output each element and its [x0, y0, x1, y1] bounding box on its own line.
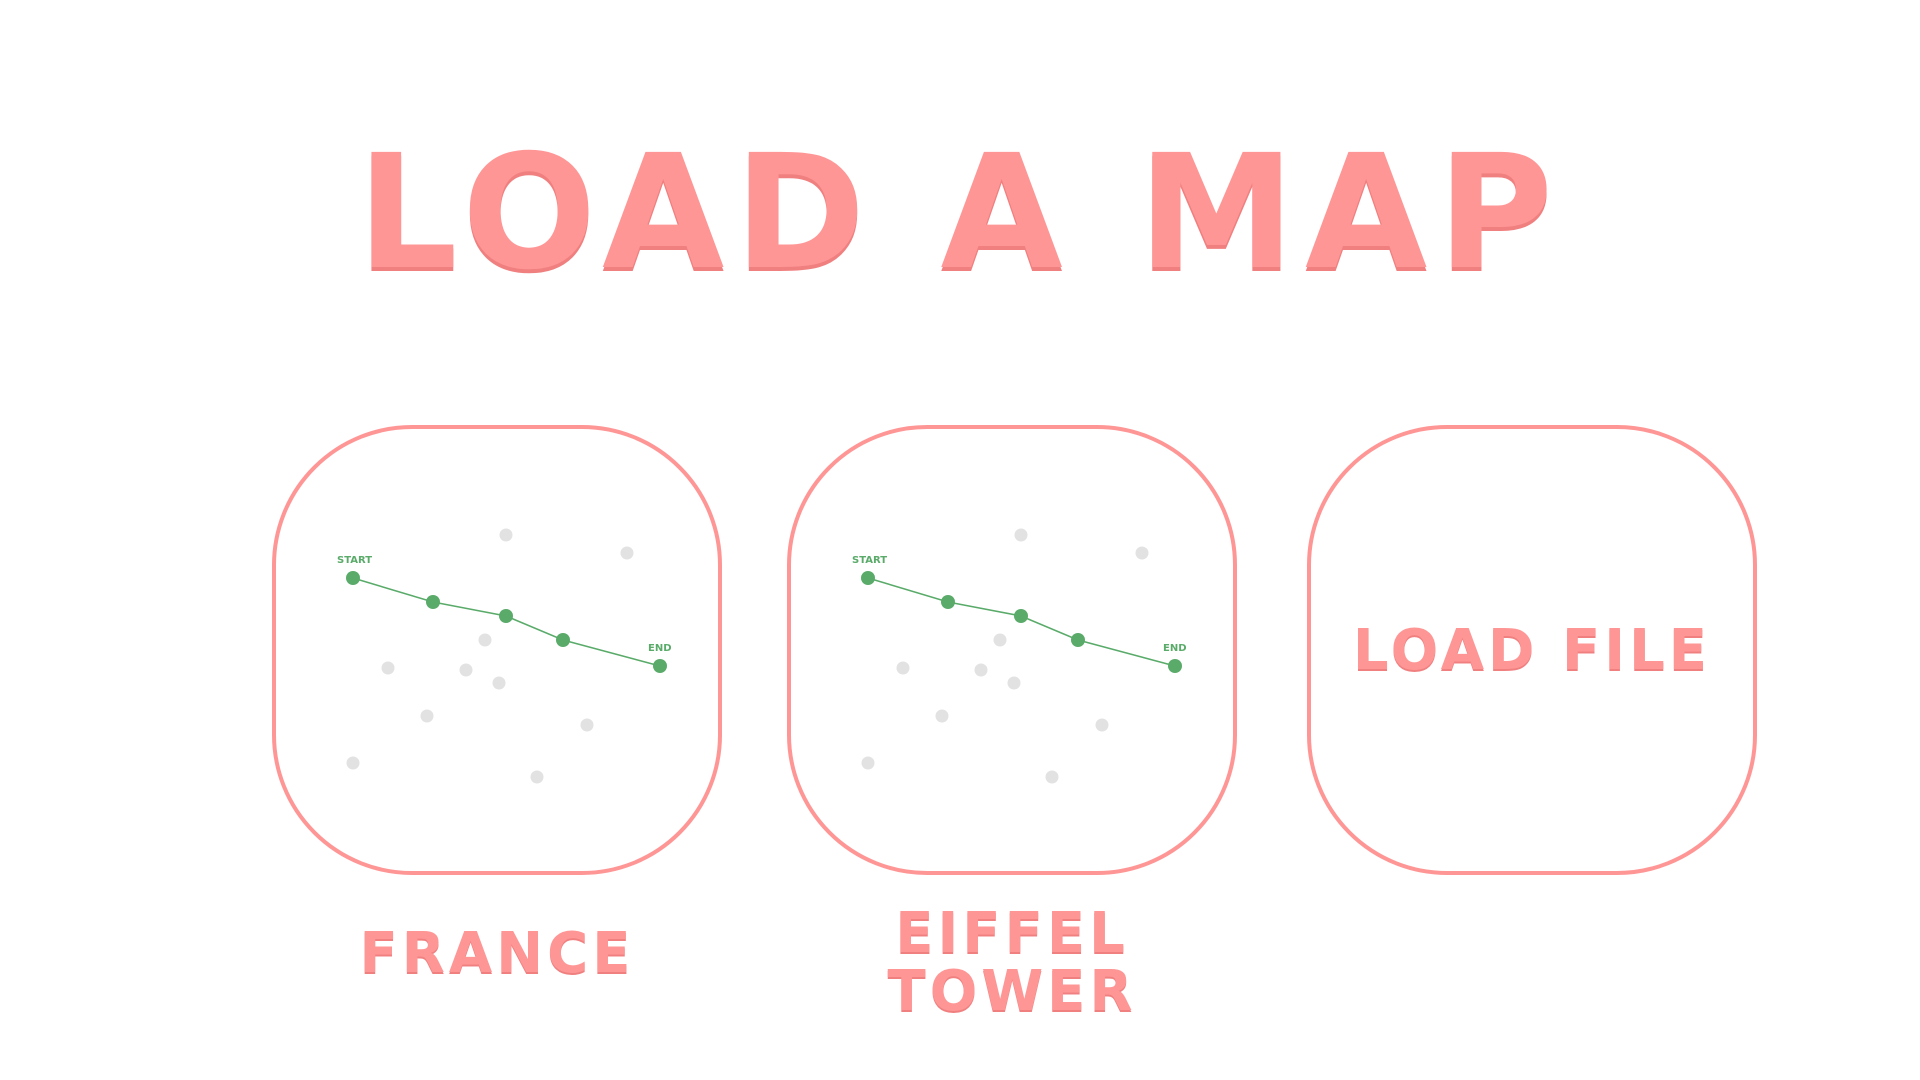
map-node	[580, 718, 594, 732]
map-node	[499, 528, 513, 542]
card-label-line: TOWER	[887, 959, 1137, 1024]
map-node	[620, 546, 634, 560]
map-node	[459, 663, 473, 677]
map-node	[1014, 528, 1028, 542]
map-node	[1007, 676, 1021, 690]
route-node	[499, 609, 513, 623]
map-node	[1095, 718, 1109, 732]
map-node	[861, 756, 875, 770]
map-node	[420, 709, 434, 723]
map-card-france-label: FRANCE	[272, 925, 722, 983]
map-node	[974, 663, 988, 677]
route-node-end	[653, 659, 667, 673]
card-label-line: FRANCE	[359, 921, 635, 986]
card-label-line: EIFFEL	[895, 901, 1129, 966]
map-node	[492, 676, 506, 690]
map-node	[1135, 546, 1149, 560]
route-node	[941, 595, 955, 609]
map-node	[1045, 770, 1059, 784]
map-node	[346, 756, 360, 770]
route-node-start	[346, 571, 360, 585]
map-node	[381, 661, 395, 675]
route-node	[1071, 633, 1085, 647]
inactive-nodes	[861, 528, 1149, 784]
route-node-start	[861, 571, 875, 585]
start-label: START	[852, 555, 887, 566]
map-card-eiffel-tower-label: EIFFEL TOWER	[787, 905, 1237, 1021]
inactive-nodes	[346, 528, 634, 784]
page-title: LOAD A MAP	[356, 121, 1564, 305]
map-node	[478, 633, 492, 647]
route-node	[426, 595, 440, 609]
end-label: END	[1163, 643, 1187, 654]
route-node	[556, 633, 570, 647]
map-preview-france: START END	[337, 528, 672, 784]
load-file-button[interactable]: LOAD FILE	[1307, 425, 1757, 875]
route-nodes	[346, 571, 667, 673]
end-label: END	[648, 643, 672, 654]
map-node	[935, 709, 949, 723]
map-preview-eiffel-tower: START END	[852, 528, 1187, 784]
map-card-france[interactable]: START END	[272, 425, 722, 875]
map-node	[530, 770, 544, 784]
route-nodes	[861, 571, 1182, 673]
route-node	[1014, 609, 1028, 623]
route-node-end	[1168, 659, 1182, 673]
map-node	[993, 633, 1007, 647]
start-label: START	[337, 555, 372, 566]
map-card-eiffel-tower[interactable]: START END	[787, 425, 1237, 875]
load-file-label: LOAD FILE	[1352, 617, 1712, 683]
map-node	[896, 661, 910, 675]
